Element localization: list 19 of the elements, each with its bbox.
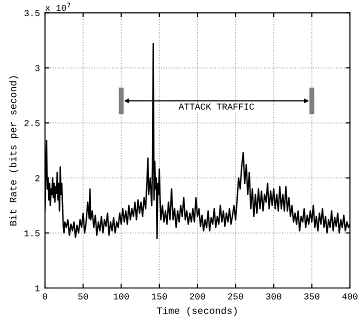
y-tick-label: 3 xyxy=(35,65,40,72)
y-tick-label: 2 xyxy=(35,175,40,182)
x-tick-label: 250 xyxy=(228,293,244,300)
x-tick-label: 150 xyxy=(152,293,167,300)
x-tick-label: 50 xyxy=(78,293,88,300)
y-tick-label: 2.5 xyxy=(24,120,40,126)
y-axis-title: Bit Rate (bits per second) xyxy=(9,76,18,226)
text: x 10$^{7}$ xyxy=(45,2,70,11)
x-tick-label: 100 xyxy=(114,293,129,300)
x-tick-label: 350 xyxy=(304,293,320,300)
x-tick-label: 0 xyxy=(42,293,48,300)
x-tick-label: 400 xyxy=(342,293,358,300)
y-tick-label: 1 xyxy=(35,285,40,292)
x-tick-label: 200 xyxy=(190,293,206,300)
y-tick-label: 1.5 xyxy=(24,230,40,236)
x-axis-title: Time (seconds) xyxy=(156,306,237,316)
x-tick-label: 300 xyxy=(266,293,282,300)
annotation: ATTACK TRAFFIC xyxy=(178,104,254,110)
y-tick-label: 3.5 xyxy=(24,10,40,16)
